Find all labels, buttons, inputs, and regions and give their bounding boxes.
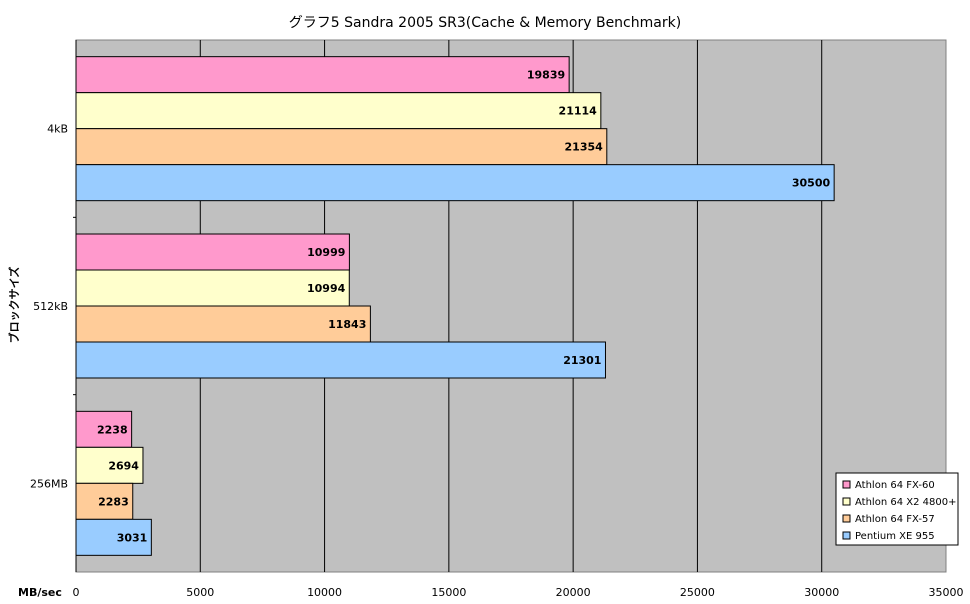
bar-value-label: 10994 <box>307 282 346 295</box>
legend-swatch <box>842 497 851 506</box>
bar <box>75 164 835 202</box>
legend-swatch <box>842 480 851 489</box>
bar <box>75 233 350 271</box>
bar-value-label: 2694 <box>108 459 139 472</box>
x-axis-unit: MB/sec <box>18 586 62 599</box>
chart-title: グラフ5 Sandra 2005 SR3(Cache & Memory Benc… <box>289 15 681 31</box>
x-tick-label-0: 0 <box>73 586 80 599</box>
bar <box>75 341 606 379</box>
x-tick-label-10000: 10000 <box>307 586 342 599</box>
bar-value-label: 21301 <box>563 354 601 367</box>
bar <box>75 410 133 448</box>
bar <box>75 446 144 484</box>
y-category-label: 256MB <box>30 477 68 490</box>
x-tick-label-5000: 5000 <box>186 586 214 599</box>
bar-value-label: 19839 <box>527 69 565 82</box>
legend: Athlon 64 FX-60 Athlon 64 X2 4800+ Athlon … <box>835 472 959 546</box>
legend-entry: Athlon 64 X2 4800+ <box>855 497 956 508</box>
y-category-label: 512kB <box>33 300 68 313</box>
bar-value-label: 2238 <box>97 423 128 436</box>
y-category-label: 4kB <box>47 123 68 136</box>
bar <box>75 518 152 556</box>
x-tick-label-25000: 25000 <box>680 586 715 599</box>
legend-entry: Athlon 64 FX-60 <box>855 480 935 491</box>
bar <box>75 269 350 307</box>
legend-swatch <box>842 531 851 540</box>
x-tick-label-15000: 15000 <box>431 586 466 599</box>
x-tick-label-35000: 35000 <box>929 586 964 599</box>
bar <box>75 305 371 343</box>
legend-entry: Pentium XE 955 <box>855 531 935 542</box>
y-axis-label: ブロックサイズ <box>7 267 21 344</box>
bar-value-label: 11843 <box>328 318 366 331</box>
bar-value-label: 30500 <box>792 177 831 190</box>
bar-value-label: 2283 <box>98 495 129 508</box>
bar <box>75 56 570 94</box>
bar <box>75 128 608 166</box>
legend-box <box>835 472 959 546</box>
bar <box>75 482 134 520</box>
bar-value-label: 10999 <box>307 246 345 259</box>
bar-value-label: 21114 <box>559 105 598 118</box>
bar-value-label: 21354 <box>565 141 604 154</box>
legend-entry: Athlon 64 FX-57 <box>855 514 935 525</box>
bar-value-label: 3031 <box>117 531 148 544</box>
plot-area: 0 5000 10000 15000 20000 25000 30000 35000 4kB 19… <box>30 39 964 599</box>
legend-swatch <box>842 514 851 523</box>
x-tick-label-30000: 30000 <box>804 586 839 599</box>
bar <box>75 92 602 130</box>
x-tick-label-20000: 20000 <box>556 586 591 599</box>
